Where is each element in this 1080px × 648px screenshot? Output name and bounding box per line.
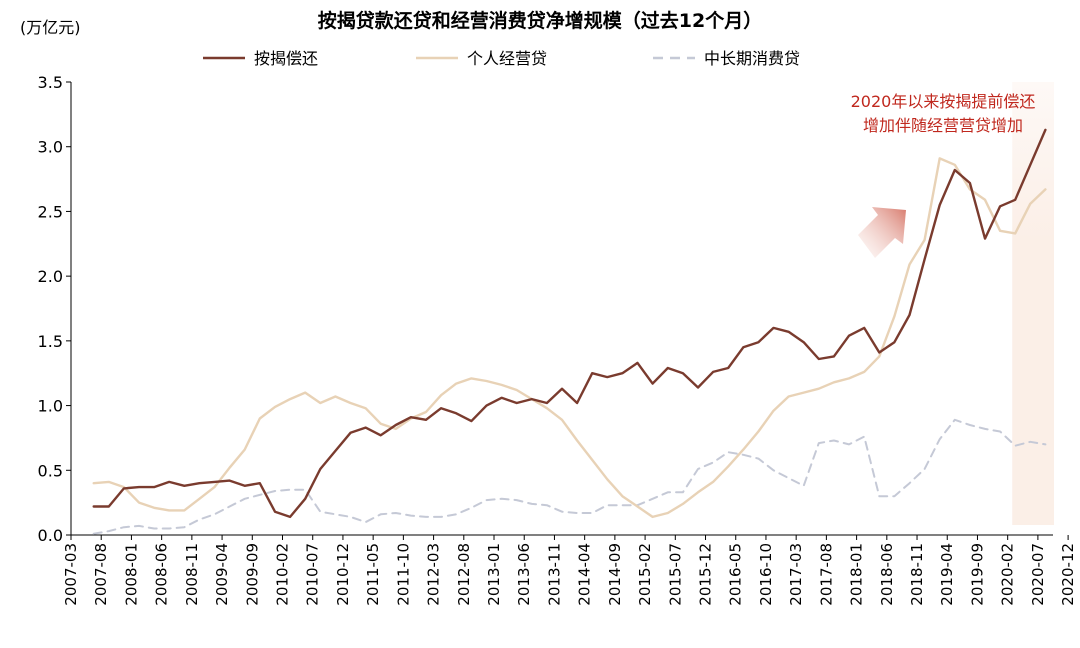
- x-tick-label: 2015-07: [666, 543, 684, 606]
- unit-label: (万亿元): [20, 18, 81, 37]
- annotation-line1: 2020年以来按揭提前偿还: [851, 92, 1036, 111]
- x-tick-label: 2015-12: [697, 543, 715, 606]
- series-line-0: [92, 128, 1047, 519]
- x-tick-label: 2016-10: [757, 543, 775, 606]
- x-tick-label: 2012-08: [455, 543, 473, 606]
- x-tick-label: 2018-06: [878, 543, 896, 606]
- y-axis: 0.0 0.5 1.0 1.5 2.0 2.5 3.0 3.5: [38, 73, 72, 545]
- x-tick-label: 2010-07: [304, 543, 322, 606]
- series-line-1: [92, 157, 1047, 519]
- legend-label-0: 按揭偿还: [254, 49, 318, 68]
- x-tick-label: 2007-08: [92, 543, 110, 606]
- x-tick-label: 2019-09: [968, 543, 986, 606]
- x-tick-label: 2013-11: [545, 543, 563, 606]
- y-tick-label: 2.0: [38, 267, 63, 286]
- x-tick-label: 2019-04: [938, 543, 956, 606]
- x-tick-label: 2013-01: [485, 543, 503, 606]
- x-tick-label: 2011-05: [364, 543, 382, 606]
- x-tick-label: 2020-07: [1029, 543, 1047, 606]
- x-tick-label: 2020-02: [999, 543, 1017, 606]
- y-tick-label: 1.0: [38, 397, 63, 416]
- x-tick-label: 2009-09: [243, 543, 261, 606]
- x-tick-label: 2012-03: [425, 543, 443, 606]
- x-tick-label: 2014-04: [576, 543, 594, 606]
- annotation-line2: 增加伴随经营营贷增加: [863, 116, 1023, 135]
- x-tick-label: 2016-05: [727, 543, 745, 606]
- highlight-region: [1012, 82, 1054, 525]
- legend: 按揭偿还 个人经营贷 中长期消费贷: [203, 49, 800, 68]
- x-tick-label: 2010-12: [334, 543, 352, 606]
- x-tick-label: 2007-03: [62, 543, 80, 606]
- annotation-arrow: [858, 207, 906, 258]
- x-tick-label: 2009-04: [213, 543, 231, 606]
- legend-label-2: 中长期消费贷: [704, 49, 800, 68]
- x-tick-label: 2017-08: [817, 543, 835, 606]
- x-tick-label: 2008-01: [122, 543, 140, 606]
- y-tick-label: 2.5: [38, 202, 63, 221]
- y-tick-label: 1.5: [38, 332, 63, 351]
- plot-area: [92, 128, 1047, 535]
- chart-title: 按揭贷款还贷和经营消费贷净增规模（过去12个月）: [318, 9, 762, 32]
- x-tick-label: 2017-03: [787, 543, 805, 606]
- y-tick-label: 3.5: [38, 73, 63, 92]
- legend-label-1: 个人经营贷: [467, 49, 547, 68]
- x-tick-label: 2020-12: [1059, 543, 1077, 606]
- x-tick-label: 2008-11: [183, 543, 201, 606]
- x-tick-label: 2013-06: [515, 543, 533, 606]
- x-tick-label: 2018-11: [908, 543, 926, 606]
- x-tick-label: 2014-09: [606, 543, 624, 606]
- x-axis: 2007-03 2007-08 2008-01 2008-06 2008-11 2009-…: [62, 534, 1077, 606]
- y-tick-label: 0.5: [38, 461, 63, 480]
- x-tick-label: 2018-01: [848, 543, 866, 606]
- y-tick-label: 3.0: [38, 138, 63, 157]
- series-line-2: [92, 418, 1047, 535]
- x-tick-label: 2011-10: [394, 543, 412, 606]
- x-tick-label: 2008-06: [153, 543, 171, 606]
- y-tick-label: 0.0: [38, 526, 63, 545]
- x-tick-label: 2010-02: [274, 543, 292, 606]
- x-tick-label: 2015-02: [636, 543, 654, 606]
